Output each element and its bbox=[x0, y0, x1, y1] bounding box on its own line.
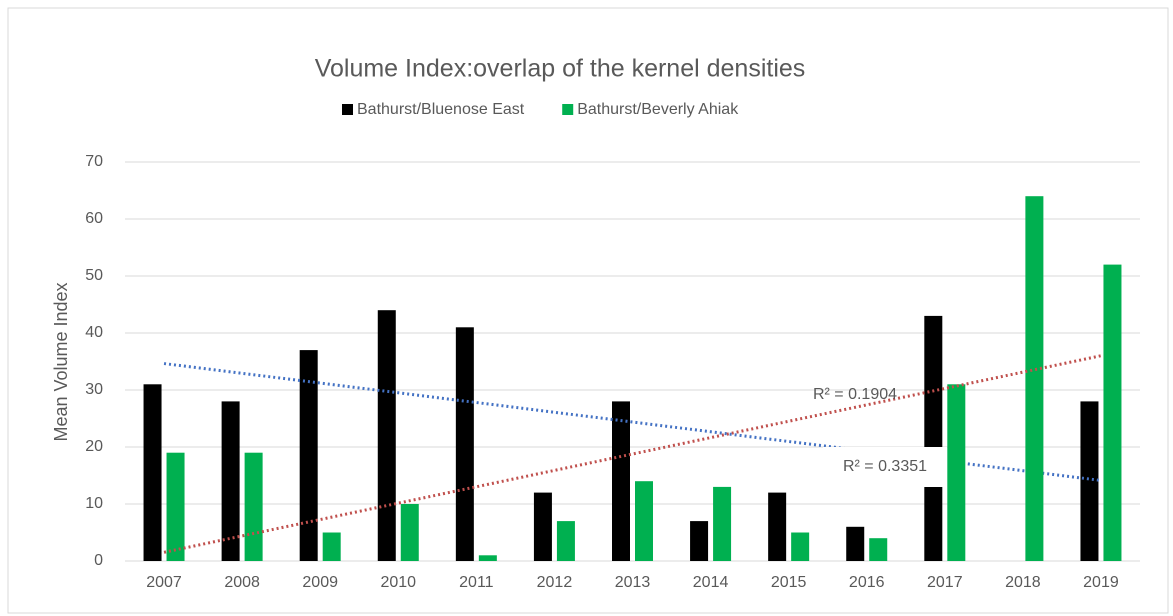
bar bbox=[768, 492, 787, 561]
bar bbox=[166, 452, 185, 561]
y-tick-label: 60 bbox=[85, 210, 103, 227]
y-tick-label: 20 bbox=[85, 438, 103, 455]
bar bbox=[455, 327, 474, 561]
bar bbox=[478, 555, 497, 561]
bar bbox=[299, 350, 318, 561]
x-tick-label: 2019 bbox=[1083, 574, 1119, 591]
legend-swatch bbox=[562, 104, 574, 115]
bar bbox=[1103, 264, 1122, 561]
x-tick-label: 2014 bbox=[693, 574, 729, 591]
y-tick-label: 10 bbox=[85, 495, 103, 512]
bar bbox=[924, 315, 943, 561]
y-tick-label: 50 bbox=[85, 267, 103, 284]
bar bbox=[1080, 401, 1099, 561]
bar bbox=[635, 481, 653, 561]
bar bbox=[322, 532, 341, 561]
bar bbox=[690, 521, 709, 561]
bar bbox=[556, 521, 575, 561]
bar bbox=[400, 504, 419, 561]
bar bbox=[1025, 196, 1044, 561]
bar bbox=[791, 532, 810, 561]
bar bbox=[244, 452, 263, 561]
legend-label: Bathurst/Beverly Ahiak bbox=[577, 101, 739, 118]
y-tick-label: 40 bbox=[85, 324, 103, 341]
x-tick-label: 2016 bbox=[849, 574, 885, 591]
bar bbox=[533, 492, 552, 561]
bar bbox=[846, 526, 865, 561]
x-tick-label: 2013 bbox=[615, 574, 651, 591]
x-tick-label: 2012 bbox=[537, 574, 573, 591]
x-tick-label: 2007 bbox=[146, 574, 182, 591]
chart-title: Volume Index:overlap of the kernel densi… bbox=[315, 55, 806, 83]
x-tick-label: 2008 bbox=[224, 574, 260, 591]
x-tick-label: 2015 bbox=[771, 574, 807, 591]
bar bbox=[947, 384, 966, 561]
chart-frame bbox=[7, 7, 1169, 614]
y-tick-label: 30 bbox=[85, 381, 103, 398]
annotation: R² = 0.3351 bbox=[843, 458, 927, 475]
x-tick-label: 2009 bbox=[302, 574, 338, 591]
y-axis-label: Mean Volume Index bbox=[51, 282, 71, 441]
legend-swatch bbox=[342, 104, 353, 115]
bar bbox=[713, 486, 732, 561]
y-tick-label: 0 bbox=[94, 552, 103, 569]
bar bbox=[377, 310, 396, 561]
bar bbox=[143, 384, 162, 561]
annotation: R² = 0.1904 bbox=[813, 386, 897, 403]
x-tick-label: 2017 bbox=[927, 574, 963, 591]
bar bbox=[612, 401, 630, 561]
x-tick-label: 2011 bbox=[459, 574, 494, 591]
bar bbox=[221, 401, 240, 561]
legend-label: Bathurst/Bluenose East bbox=[357, 101, 525, 118]
annotation-bg bbox=[823, 447, 947, 487]
y-tick-label: 70 bbox=[85, 153, 103, 170]
x-tick-label: 2018 bbox=[1005, 574, 1041, 591]
x-tick-label: 2010 bbox=[380, 574, 416, 591]
bar bbox=[869, 538, 888, 561]
